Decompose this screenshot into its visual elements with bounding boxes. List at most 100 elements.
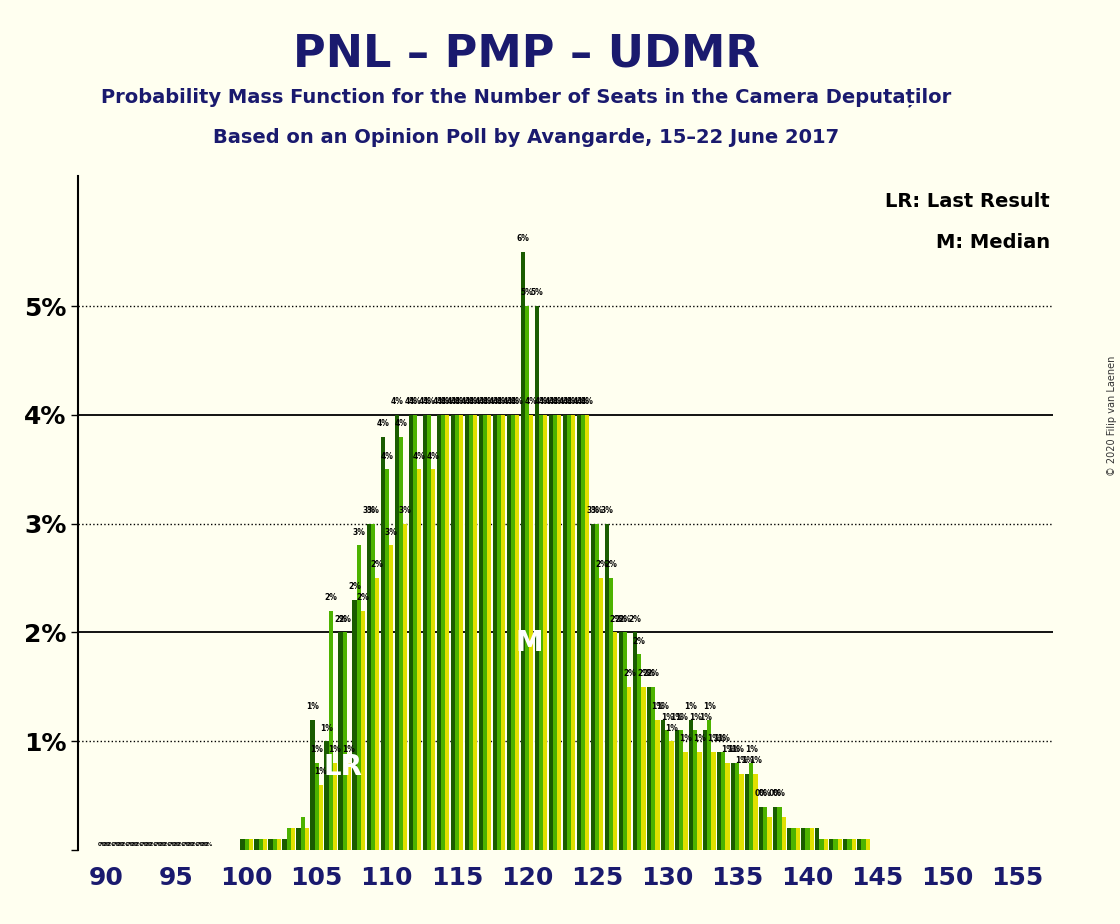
Bar	[389, 545, 393, 850]
Bar	[820, 839, 823, 850]
Bar	[291, 828, 295, 850]
Bar	[305, 828, 309, 850]
Text: 1%: 1%	[745, 746, 758, 754]
Text: 0%: 0%	[143, 842, 153, 846]
Bar	[642, 687, 645, 850]
Text: 1%: 1%	[717, 735, 730, 744]
Text: 3%: 3%	[399, 506, 411, 515]
Text: 3%: 3%	[384, 528, 398, 537]
Bar	[282, 839, 287, 850]
Bar	[417, 469, 421, 850]
Bar	[787, 828, 792, 850]
Text: 1%: 1%	[735, 756, 748, 765]
Text: 4%: 4%	[437, 397, 449, 407]
Text: 4%: 4%	[412, 452, 426, 460]
Text: 4%: 4%	[483, 397, 496, 407]
Bar	[241, 839, 244, 850]
Bar	[577, 415, 581, 850]
Bar	[338, 633, 343, 850]
Text: 2%: 2%	[595, 560, 608, 569]
Bar	[749, 763, 754, 850]
Text: Based on an Opinion Poll by Avangarde, 15–22 June 2017: Based on an Opinion Poll by Avangarde, 1…	[213, 128, 840, 147]
Text: 1%: 1%	[320, 723, 333, 733]
Text: 4%: 4%	[475, 397, 487, 407]
Bar	[698, 752, 701, 850]
Bar	[385, 469, 389, 850]
Bar	[506, 415, 511, 850]
Bar	[571, 415, 576, 850]
Bar	[647, 687, 651, 850]
Bar	[347, 763, 351, 850]
Bar	[300, 818, 305, 850]
Text: 1%: 1%	[699, 712, 711, 722]
Text: 0%: 0%	[120, 842, 129, 846]
Bar	[366, 524, 371, 850]
Bar	[562, 415, 567, 850]
Text: 0%: 0%	[115, 842, 125, 846]
Text: 4%: 4%	[440, 397, 454, 407]
Text: 0%: 0%	[140, 842, 149, 846]
Text: 1%: 1%	[727, 746, 739, 754]
Bar	[815, 828, 820, 850]
Bar	[717, 752, 721, 850]
Text: 1%: 1%	[315, 767, 327, 776]
Bar	[805, 828, 810, 850]
Bar	[683, 752, 688, 850]
Text: 0%: 0%	[759, 789, 772, 797]
Bar	[801, 828, 805, 850]
Text: 4%: 4%	[460, 397, 473, 407]
Text: 4%: 4%	[465, 397, 477, 407]
Bar	[422, 415, 427, 850]
Text: 1%: 1%	[328, 746, 342, 754]
Bar	[375, 578, 380, 850]
Text: 4%: 4%	[376, 419, 389, 428]
Bar	[557, 415, 561, 850]
Text: 4%: 4%	[422, 397, 436, 407]
Text: 1%: 1%	[679, 735, 692, 744]
Text: 4%: 4%	[549, 397, 561, 407]
Bar	[297, 828, 300, 850]
Bar	[599, 578, 604, 850]
Bar	[670, 741, 673, 850]
Bar	[244, 839, 249, 850]
Bar	[623, 633, 627, 850]
Text: 1%: 1%	[651, 702, 664, 711]
Text: 3%: 3%	[366, 506, 380, 515]
Text: 0%: 0%	[125, 842, 134, 846]
Bar	[833, 839, 838, 850]
Text: 2%: 2%	[633, 637, 645, 646]
Text: 0%: 0%	[158, 842, 167, 846]
Text: 0%: 0%	[97, 842, 106, 846]
Text: 1%: 1%	[731, 746, 744, 754]
Bar	[287, 828, 291, 850]
Text: M: M	[515, 629, 543, 657]
Text: 0%: 0%	[186, 842, 195, 846]
Text: 0%: 0%	[153, 842, 162, 846]
Bar	[399, 437, 403, 850]
Text: M: Median: M: Median	[935, 233, 1049, 252]
Text: 2%: 2%	[623, 669, 636, 678]
Bar	[529, 415, 533, 850]
Text: 4%: 4%	[534, 397, 548, 407]
Text: 2%: 2%	[325, 593, 337, 602]
Bar	[861, 839, 866, 850]
Text: 0%: 0%	[112, 842, 121, 846]
Bar	[745, 774, 749, 850]
Text: 1%: 1%	[689, 712, 702, 722]
Bar	[651, 687, 655, 850]
Bar	[675, 730, 679, 850]
Bar	[843, 839, 848, 850]
Text: Probability Mass Function for the Number of Seats in the Camera Deputaților: Probability Mass Function for the Number…	[101, 88, 952, 107]
Text: 0%: 0%	[204, 842, 214, 846]
Text: 4%: 4%	[390, 397, 403, 407]
Bar	[823, 839, 828, 850]
Bar	[553, 415, 557, 850]
Bar	[521, 251, 525, 850]
Text: 4%: 4%	[553, 397, 566, 407]
Bar	[726, 763, 729, 850]
Text: 4%: 4%	[409, 397, 421, 407]
Text: 1%: 1%	[740, 756, 754, 765]
Text: 6%: 6%	[516, 234, 530, 243]
Bar	[586, 415, 589, 850]
Bar	[679, 730, 683, 850]
